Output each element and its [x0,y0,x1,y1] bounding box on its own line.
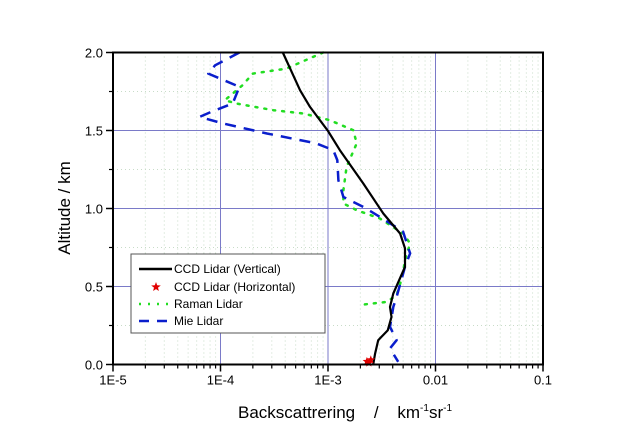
x-axis-unit-sr: sr [429,403,444,422]
axis-ticks [106,51,544,372]
x-tick-label: 1E-4 [207,373,234,388]
y-tick-label: 0.0 [85,358,103,373]
x-tick-label: 1E-5 [99,373,126,388]
point-ccd-lidar-horizontal [366,355,376,364]
y-tick-label: 1.0 [85,202,103,217]
y-axis-label: Altitude / km [55,161,74,255]
legend-star-icon [151,282,161,291]
x-tick-labels: 1E-5 1E-4 1E-3 0.01 0.1 [99,373,552,388]
y-tick-label: 2.0 [85,46,103,61]
series-line-ccd-lidar-vertical [281,52,407,365]
x-tick-label: 0.1 [534,373,552,388]
x-tick-label: 0.01 [423,373,448,388]
legend-label-mie: Mie Lidar [174,314,223,328]
point-ccd-lidar-horizontal [364,358,374,367]
legend-label-horizontal: CCD Lidar (Horizontal) [174,280,295,294]
x-axis-label-main: Backscattrering [238,403,355,422]
y-tick-label: 0.5 [85,280,103,295]
x-axis-label-sep: / [374,403,379,422]
x-axis-unit-exp1: -1 [420,403,429,414]
series-line-mie-lidar [198,51,412,363]
legend: CCD Lidar (Vertical) CCD Lidar (Horizont… [130,253,326,334]
x-axis-unit-km: km [397,403,420,422]
y-tick-labels: 0.0 0.5 1.0 1.5 2.0 [85,46,103,373]
y-tick-label: 1.5 [85,124,103,139]
x-axis-unit-exp2: -1 [443,403,452,414]
legend-label-raman: Raman Lidar [174,297,243,311]
legend-label-vertical: CCD Lidar (Vertical) [174,262,281,276]
point-ccd-lidar-horizontal [362,356,372,365]
series-layer [198,51,412,367]
x-axis-label: Backscattrering / km-1sr-1 [238,403,452,422]
x-tick-label: 1E-3 [314,373,341,388]
